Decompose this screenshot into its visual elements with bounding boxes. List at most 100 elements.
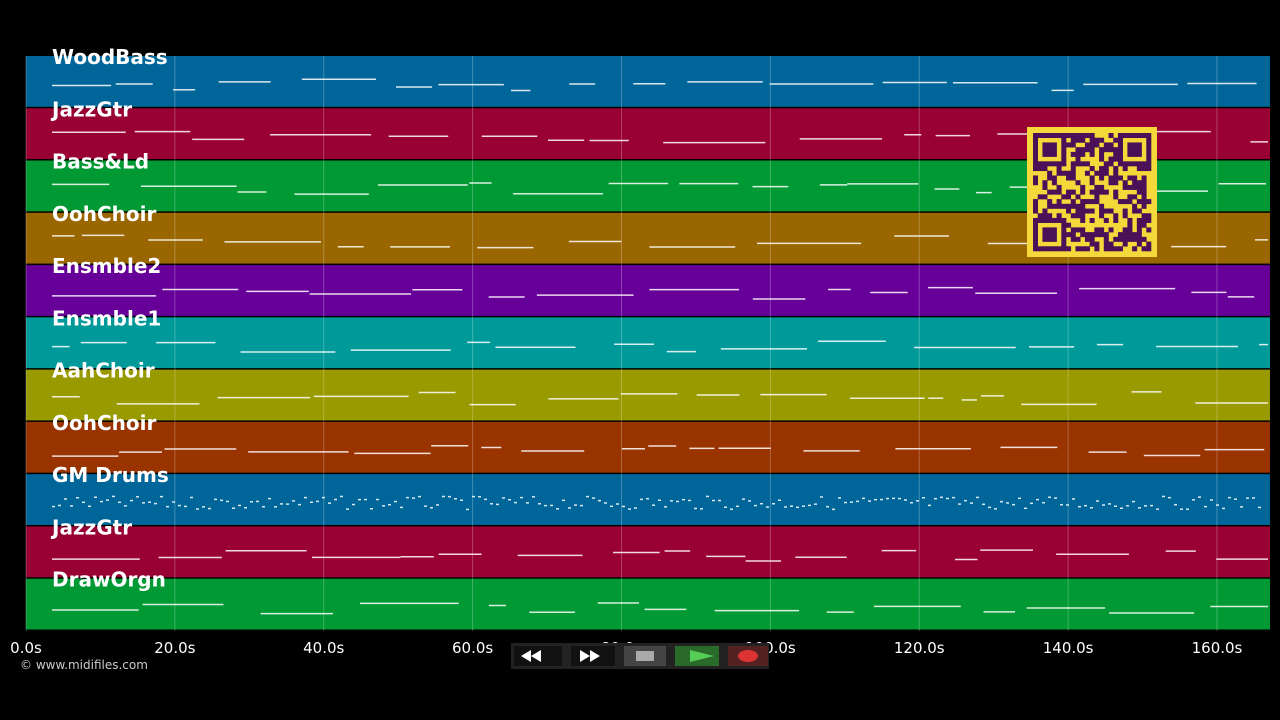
qr-cell: [1127, 184, 1133, 190]
qr-cell: [1033, 208, 1039, 214]
qr-cell: [1136, 166, 1142, 172]
qr-cell: [1033, 227, 1039, 233]
qr-cell: [1051, 180, 1057, 186]
qr-cell: [1056, 213, 1062, 219]
qr-cell: [1084, 199, 1090, 205]
qr-cell: [1146, 217, 1152, 223]
qr-cell: [1127, 133, 1133, 139]
qr-cell: [1066, 232, 1072, 238]
qr-cell: [1047, 227, 1053, 233]
qr-cell: [1127, 199, 1133, 205]
qr-cell: [1075, 133, 1081, 139]
play-button[interactable]: [675, 646, 719, 666]
time-tick-label: 140.0s: [1043, 639, 1094, 657]
qr-cell: [1070, 203, 1076, 209]
qr-cell: [1047, 213, 1053, 219]
qr-cell: [1089, 147, 1095, 153]
qr-cell: [1070, 213, 1076, 219]
qr-cell: [1108, 142, 1114, 148]
qr-cell: [1033, 156, 1039, 162]
qr-cell: [1033, 166, 1039, 172]
qr-cell: [1047, 133, 1053, 139]
qr-cell: [1066, 194, 1072, 200]
qr-cell: [1066, 203, 1072, 209]
forward-button[interactable]: [571, 646, 615, 666]
qr-cell: [1061, 203, 1067, 209]
qr-cell: [1094, 241, 1100, 247]
qr-cell: [1056, 166, 1062, 172]
qr-cell: [1136, 236, 1142, 242]
qr-cell: [1080, 213, 1086, 219]
qr-cell: [1047, 199, 1053, 205]
qr-cell: [1113, 151, 1119, 157]
qr-cell: [1127, 217, 1133, 223]
record-button[interactable]: [728, 646, 768, 666]
qr-cell: [1042, 142, 1048, 148]
qr-cell: [1037, 194, 1043, 200]
time-tick-label: 0.0s: [10, 639, 42, 657]
stop-button[interactable]: [624, 646, 666, 666]
qr-cell: [1061, 170, 1067, 176]
qr-cell: [1056, 161, 1062, 167]
qr-cell: [1037, 133, 1043, 139]
qr-cell: [1056, 170, 1062, 176]
qr-cell: [1089, 217, 1095, 223]
qr-cell: [1141, 175, 1147, 181]
qr-cell: [1094, 137, 1100, 143]
qr-cell: [1066, 246, 1072, 252]
qr-cell: [1047, 203, 1053, 209]
rewind-button[interactable]: [514, 646, 562, 666]
qr-cell: [1099, 208, 1105, 214]
qr-cell: [1075, 227, 1081, 233]
qr-cell: [1042, 151, 1048, 157]
track-lane: [26, 369, 1270, 421]
qr-cell: [1075, 213, 1081, 219]
track-lane: [26, 578, 1270, 630]
qr-cell: [1056, 246, 1062, 252]
qr-cell: [1094, 170, 1100, 176]
qr-cell: [1103, 161, 1109, 167]
qr-cell: [1146, 137, 1152, 143]
qr-cell: [1127, 232, 1133, 238]
qr-cell: [1122, 241, 1128, 247]
qr-cell: [1070, 232, 1076, 238]
qr-cell: [1033, 161, 1039, 167]
qr-cell: [1094, 199, 1100, 205]
qr-cell: [1070, 133, 1076, 139]
qr-cell: [1146, 213, 1152, 219]
qr-cell: [1127, 222, 1133, 228]
qr-cell: [1070, 175, 1076, 181]
qr-cell: [1033, 147, 1039, 153]
qr-cell: [1061, 156, 1067, 162]
track-name: GM Drums: [52, 463, 169, 487]
qr-cell: [1056, 203, 1062, 209]
qr-cell: [1047, 236, 1053, 242]
qr-cell: [1084, 133, 1090, 139]
qr-cell: [1033, 232, 1039, 238]
qr-cell: [1117, 147, 1123, 153]
qr-cell: [1047, 151, 1053, 157]
track-name: WoodBass: [52, 45, 168, 69]
track-name: OohChoir: [52, 411, 156, 435]
qr-cell: [1070, 142, 1076, 148]
qr-cell: [1132, 236, 1138, 242]
qr-cell: [1132, 184, 1138, 190]
qr-cell: [1094, 194, 1100, 200]
qr-cell: [1141, 161, 1147, 167]
qr-cell: [1099, 166, 1105, 172]
qr-cell: [1141, 166, 1147, 172]
qr-cell: [1089, 180, 1095, 186]
qr-cell: [1084, 161, 1090, 167]
qr-cell: [1070, 137, 1076, 143]
qr-cell: [1056, 199, 1062, 205]
qr-cell: [1136, 142, 1142, 148]
qr-cell: [1051, 189, 1057, 195]
qr-code: [1027, 127, 1157, 257]
qr-cell: [1047, 161, 1053, 167]
qr-cell: [1089, 137, 1095, 143]
qr-cell: [1132, 133, 1138, 139]
qr-cell: [1066, 133, 1072, 139]
qr-cell: [1136, 147, 1142, 153]
qr-cell: [1132, 161, 1138, 167]
qr-cell: [1117, 142, 1123, 148]
